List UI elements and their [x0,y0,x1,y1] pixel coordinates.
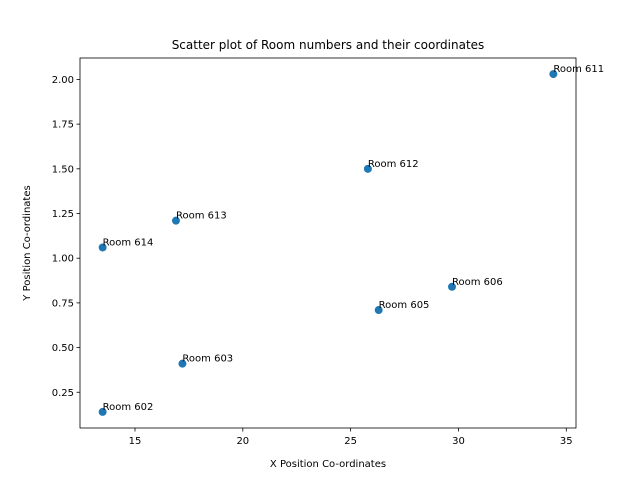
point-label: Room 603 [182,354,233,365]
point-label: Room 614 [103,237,154,248]
point-label: Room 605 [379,300,430,311]
chart-title: Scatter plot of Room numbers and their c… [172,38,485,52]
point-label: Room 612 [368,159,419,170]
y-tick-label: 1.50 [52,164,74,175]
x-axis-title: X Position Co-ordinates [270,459,386,470]
point-label: Room 602 [103,402,154,413]
x-tick-label: 30 [452,436,465,447]
x-axis: 15 20 25 30 35 [129,428,573,447]
y-axis-title: Y Position Co-ordinates [22,185,33,301]
data-point [171,216,180,225]
y-tick-label: 0.50 [52,343,74,354]
y-tick-label: 1.25 [52,209,74,220]
data-point [98,243,107,252]
y-axis: 0.25 0.50 0.75 1.00 1.25 1.50 1.75 2.00 [52,75,80,399]
data-point [448,282,456,291]
point-label: Room 611 [553,64,604,75]
data-point [374,306,383,315]
x-tick-label: 20 [236,436,249,447]
y-tick-label: 1.75 [52,120,74,131]
plot-frame [79,57,577,429]
y-tick-label: 0.75 [52,298,74,309]
data-point [363,164,372,173]
x-tick-label: 15 [129,436,142,447]
y-tick-label: 1.00 [52,254,74,265]
x-tick-label: 35 [560,436,573,447]
data-point [178,359,187,368]
point-label: Room 613 [176,211,227,222]
y-tick-label: 0.25 [52,388,74,399]
y-tick-label: 2.00 [52,75,74,86]
data-point [549,70,558,79]
data-points: Room 611 Room 612 Room 613 Room 614 Room 606… [98,64,604,416]
data-point [98,407,107,416]
x-tick-label: 25 [344,436,357,447]
point-label: Room 606 [452,277,503,288]
